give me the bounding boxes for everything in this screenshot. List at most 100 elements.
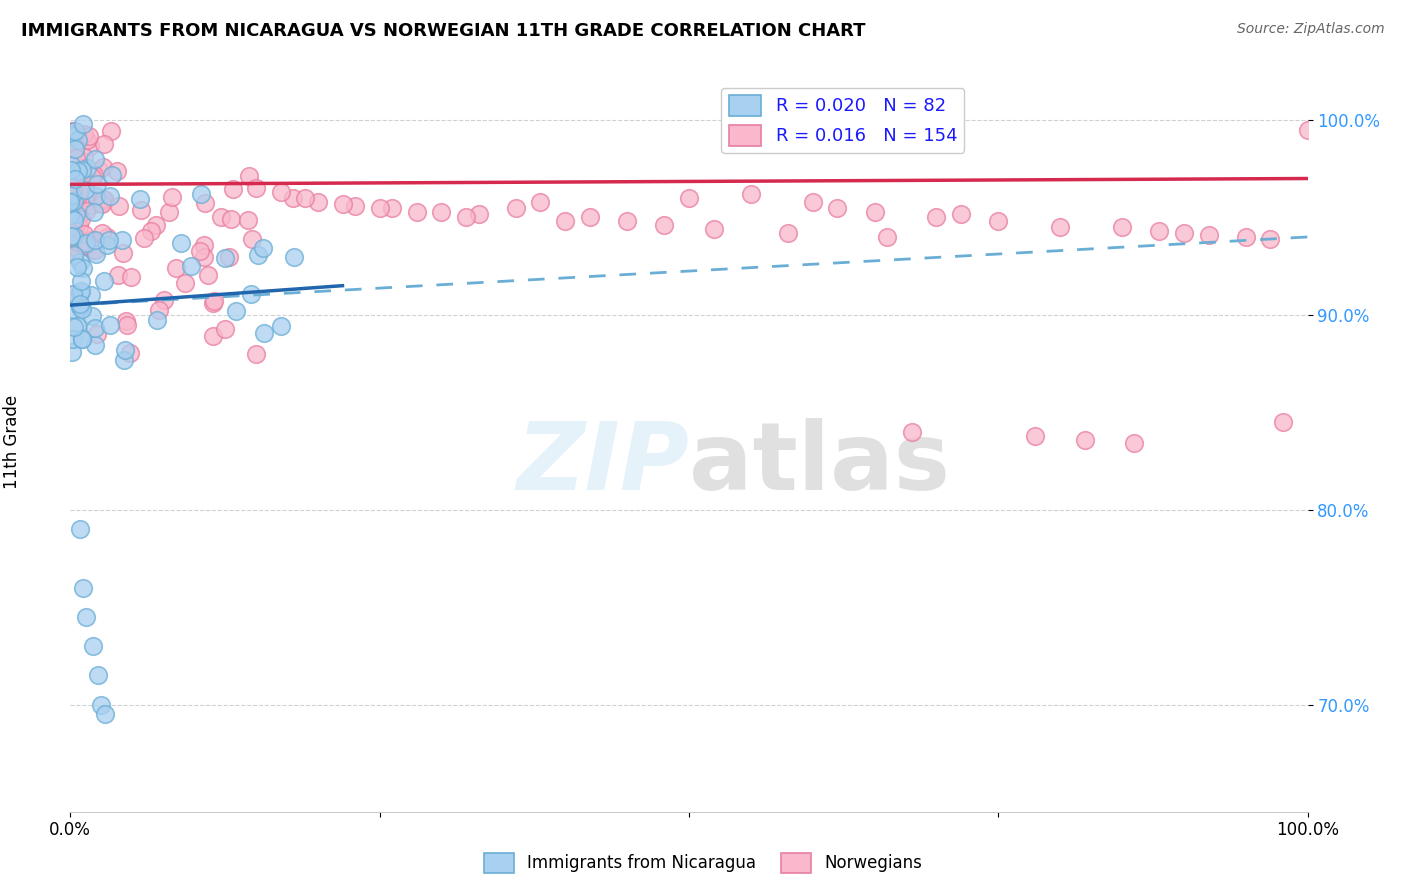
Point bbox=[180, 260, 202, 274]
Point bbox=[270, 185, 292, 199]
Point bbox=[202, 295, 225, 310]
Text: 11th Grade: 11th Grade bbox=[3, 394, 21, 489]
Point bbox=[1147, 224, 1170, 238]
Point bbox=[82, 639, 104, 653]
Point bbox=[73, 150, 96, 164]
Point bbox=[60, 204, 83, 219]
Point bbox=[616, 214, 638, 228]
Legend: Immigrants from Nicaragua, Norwegians: Immigrants from Nicaragua, Norwegians bbox=[477, 847, 929, 880]
Point bbox=[283, 250, 305, 264]
Point bbox=[60, 345, 83, 359]
Point bbox=[75, 237, 97, 252]
Point bbox=[678, 191, 700, 205]
Point bbox=[63, 220, 86, 235]
Point bbox=[70, 284, 93, 298]
Point bbox=[160, 190, 183, 204]
Point bbox=[63, 287, 86, 301]
Point bbox=[70, 274, 93, 288]
Point bbox=[72, 581, 94, 595]
Text: Source: ZipAtlas.com: Source: ZipAtlas.com bbox=[1237, 22, 1385, 37]
Point bbox=[69, 255, 91, 269]
Point bbox=[60, 301, 83, 316]
Point bbox=[62, 207, 84, 221]
Point bbox=[94, 707, 117, 722]
Point bbox=[59, 157, 82, 171]
Point bbox=[950, 206, 973, 220]
Point bbox=[75, 234, 97, 248]
Point bbox=[225, 304, 247, 318]
Point bbox=[118, 346, 141, 360]
Point bbox=[70, 332, 93, 346]
Point bbox=[69, 285, 91, 300]
Point bbox=[529, 194, 551, 209]
Point bbox=[900, 425, 922, 439]
Point bbox=[72, 195, 94, 210]
Point bbox=[467, 206, 489, 220]
Point bbox=[925, 211, 948, 225]
Point bbox=[91, 192, 114, 206]
Point bbox=[218, 251, 240, 265]
Point bbox=[987, 214, 1010, 228]
Point bbox=[100, 124, 122, 138]
Point bbox=[65, 129, 87, 144]
Point bbox=[165, 260, 187, 275]
Point bbox=[105, 164, 128, 178]
Point bbox=[80, 288, 103, 302]
Point bbox=[91, 160, 114, 174]
Point bbox=[77, 238, 100, 252]
Point bbox=[69, 212, 91, 227]
Point bbox=[65, 142, 87, 156]
Point bbox=[405, 204, 427, 219]
Point bbox=[69, 296, 91, 310]
Point bbox=[86, 177, 108, 191]
Point bbox=[115, 318, 138, 333]
Point bbox=[69, 300, 91, 314]
Point bbox=[1111, 220, 1133, 235]
Point bbox=[62, 332, 84, 346]
Point bbox=[101, 168, 124, 182]
Point bbox=[70, 302, 93, 317]
Point bbox=[63, 194, 86, 209]
Point bbox=[110, 234, 132, 248]
Point bbox=[83, 338, 105, 352]
Point bbox=[174, 276, 197, 290]
Point bbox=[579, 211, 602, 225]
Point bbox=[114, 352, 136, 367]
Point bbox=[66, 236, 89, 251]
Point bbox=[70, 168, 93, 182]
Point bbox=[63, 140, 86, 154]
Point bbox=[84, 243, 107, 257]
Point bbox=[270, 319, 292, 334]
Text: ZIP: ZIP bbox=[516, 417, 689, 509]
Point bbox=[236, 213, 259, 227]
Point bbox=[67, 164, 90, 178]
Point bbox=[111, 245, 134, 260]
Point bbox=[456, 211, 478, 225]
Point bbox=[59, 229, 82, 244]
Point bbox=[63, 207, 86, 221]
Point bbox=[91, 197, 114, 211]
Point bbox=[87, 163, 110, 178]
Point bbox=[72, 117, 94, 131]
Point bbox=[381, 201, 404, 215]
Point bbox=[740, 187, 762, 202]
Point bbox=[863, 204, 886, 219]
Point bbox=[801, 194, 824, 209]
Point bbox=[1271, 415, 1294, 429]
Point bbox=[73, 175, 96, 189]
Point bbox=[59, 196, 82, 211]
Point bbox=[63, 228, 86, 243]
Point bbox=[70, 182, 93, 196]
Point bbox=[62, 142, 84, 156]
Point bbox=[66, 235, 89, 250]
Point bbox=[75, 235, 97, 250]
Point bbox=[281, 191, 304, 205]
Point bbox=[60, 134, 83, 148]
Point bbox=[194, 196, 217, 211]
Point bbox=[876, 230, 898, 244]
Point bbox=[240, 286, 263, 301]
Point bbox=[214, 322, 236, 336]
Point bbox=[245, 347, 267, 361]
Point bbox=[193, 238, 215, 252]
Point bbox=[62, 198, 84, 212]
